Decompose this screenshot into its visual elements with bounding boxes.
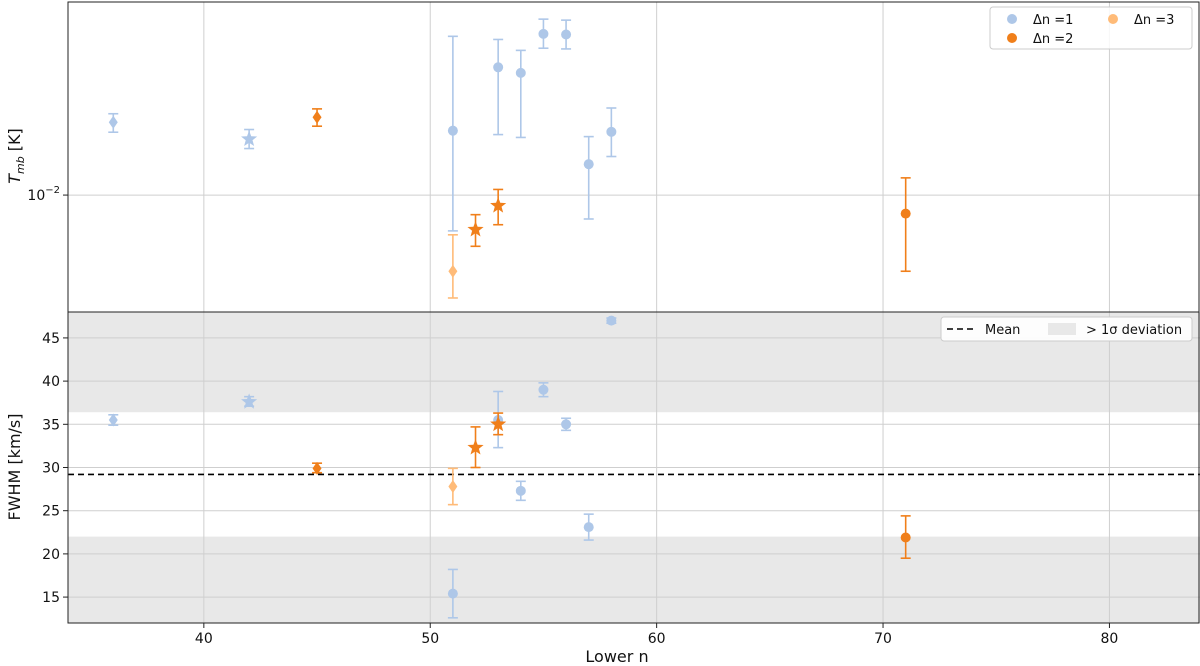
x-tick-label: 80 [1101,631,1119,647]
legend-band-label: > 1σ deviation [1086,323,1182,338]
y-tick-label: 40 [42,374,60,390]
data-point [515,67,526,78]
bottom-legend: Mean > 1σ deviation [940,316,1193,342]
legend-marker [1108,14,1118,24]
data-point [583,159,594,170]
data-point [490,415,507,432]
data-point [108,413,118,427]
data-point [583,522,594,533]
data-point [467,439,484,455]
data-point [447,125,458,136]
bottom-y-axis-label: FWHM [km/s] [5,413,24,520]
data-point [538,28,549,39]
y-tick-label: 25 [42,504,60,520]
data-point [515,485,526,496]
top-panel: 10−2 Δn =1 Δn =2 Δn =3 [27,1,1200,313]
top-y-tick-base: 10 [27,188,45,204]
x-tick-label: 60 [648,631,666,647]
legend-band-swatch [1048,323,1076,335]
legend-marker [1007,33,1017,43]
data-point [312,110,322,124]
data-point [448,264,458,278]
legend-mean-label: Mean [985,323,1020,338]
data-point [467,221,484,237]
data-point [490,197,507,213]
top-y-tick-exponent: −2 [45,185,60,196]
legend-label: Δn =2 [1033,32,1073,47]
top-y-tick-label: 10−2 [27,185,60,204]
y-tick-label: 15 [42,590,60,606]
top-legend: Δn =1 Δn =2 Δn =3 [989,6,1193,50]
x-tick-label: 70 [874,631,892,647]
y-tick-label: 35 [42,417,60,433]
y-tick-label: 30 [42,461,60,477]
x-tick-label: 50 [421,631,439,647]
data-point [900,532,911,543]
data-point [900,208,911,219]
data-point [606,315,617,326]
x-axis-label: Lower n [585,647,648,666]
data-point [447,588,458,599]
data-point [493,62,504,73]
top-legend-box [989,6,1193,50]
legend-label: Δn =3 [1134,13,1174,28]
data-point [448,480,458,494]
lower-deviation-band [68,536,1200,623]
y-tick-label: 20 [42,547,60,563]
legend-label: Δn =1 [1033,13,1073,28]
y-tick-label: 45 [42,331,60,347]
bottom-panel: 40 50 60 70 80 15 20 25 30 35 40 45 Mean > 1σ deviati… [42,311,1200,647]
data-point [538,384,549,395]
legend-marker [1007,14,1017,24]
top-y-axis-label: Tmb [K] [5,128,27,184]
data-point [561,29,572,40]
bottom-plot-frame [67,311,1200,624]
data-point [606,126,617,137]
x-tick-label: 40 [195,631,213,647]
data-point [241,393,258,409]
data-point [561,419,572,430]
data-point [108,115,118,129]
data-point [312,461,322,475]
data-point [241,130,258,146]
